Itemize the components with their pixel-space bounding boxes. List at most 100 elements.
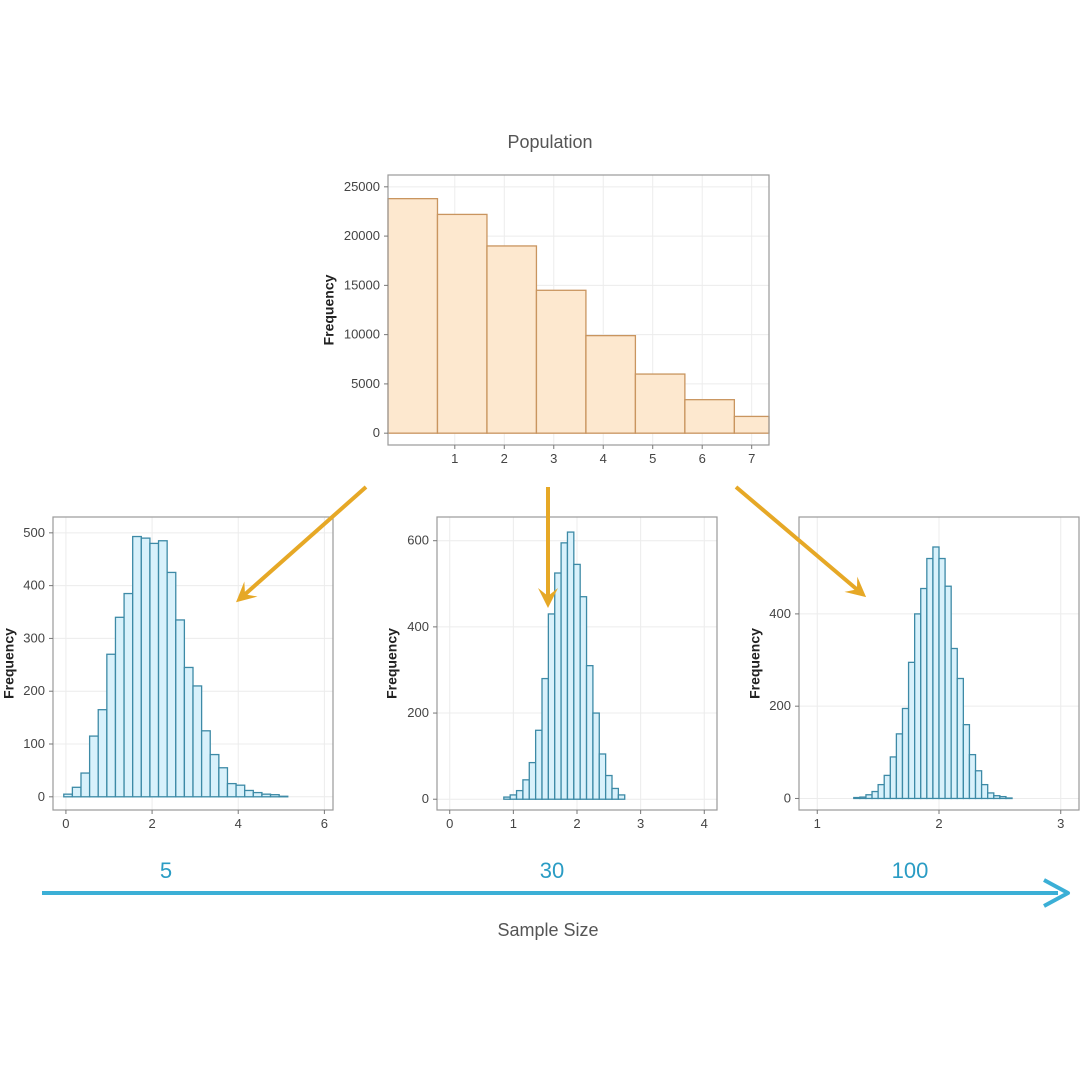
histogram-bar [938,557,946,800]
histogram-bar [993,795,1001,800]
histogram-bar [278,795,289,798]
histogram-bar [865,794,873,800]
y-axis-label: Frequency [1,628,17,699]
sample-size-axis-title: Sample Size [497,920,599,940]
histogram-bar [535,289,587,434]
histogram-bar [907,661,916,800]
histogram-bar [883,774,891,800]
histogram-bar [926,557,934,800]
histogram-bar [585,665,594,800]
plot-border [52,516,334,811]
histogram-bar [598,753,607,800]
histogram-bar [157,540,168,798]
histogram-bar [200,730,211,798]
histogram-bar [604,774,613,800]
histogram-bar [1005,797,1013,800]
histogram-bar [97,709,108,798]
sample-30-histogram: 0 1 2 3 4 0 200 400 600 Frequency [384,516,718,831]
histogram-bar [566,531,575,800]
x-tick-label: 5 [649,451,656,466]
y-tick-label: 200 [407,705,429,720]
sample-size-label-5: 5 [159,858,173,883]
histogram-bar [554,572,562,800]
histogram-bar [192,685,203,798]
histogram-bar [244,789,254,798]
histogram-bar [950,647,958,800]
histogram-bar [932,546,940,800]
histogram-bar [547,613,556,800]
histogram-bar [183,666,194,798]
x-tick-label: 1 [451,451,458,466]
histogram-bar [541,677,550,800]
histogram-bar [968,753,977,800]
histogram-bar [920,587,928,800]
histogram-bar [80,772,91,798]
histogram-bar [528,761,537,800]
x-tick-label: 1 [814,816,821,831]
x-tick-label: 4 [235,816,242,831]
histogram-bar [895,733,904,800]
y-tick-label: 400 [407,619,429,634]
y-tick-label: 10000 [344,327,380,342]
population-histogram: 1 2 3 4 5 6 7 0 5000 10000 15000 20000 25000 Frequenc… [321,174,770,466]
y-tick-label: 20000 [344,228,380,243]
histogram-bar [71,786,82,798]
histogram-bar [733,415,770,434]
x-tick-label: 3 [1057,816,1064,831]
y-tick-label: 25000 [344,179,380,194]
y-axis-label: Frequency [384,628,400,699]
histogram-bar [534,729,543,800]
histogram-bar [503,796,511,800]
sample-5-histogram: 0 2 4 6 0 100 200 300 400 500 Frequency [1,516,334,831]
histogram-bar [859,796,867,800]
histogram-bar [634,373,686,434]
histogram-bar [166,571,177,798]
histogram-bar [486,245,538,434]
histogram-bar [149,542,160,798]
y-axis-label: Frequency [321,274,337,345]
histogram-bar [617,794,626,800]
histogram-bar [175,619,186,798]
histogram-bar [980,783,989,800]
histogram-bar [132,535,142,798]
histogram-bar [560,542,569,800]
x-tick-label: 4 [600,451,607,466]
x-tick-label: 2 [935,816,942,831]
sample-size-label-100: 100 [891,858,929,883]
histogram-bar [114,616,125,798]
histogram-bar [974,770,983,800]
sample-size-label-30: 30 [539,858,565,883]
x-tick-label: 6 [321,816,328,831]
histogram-bar [889,756,898,800]
histogram-bar [209,753,220,798]
y-tick-label: 200 [769,698,791,713]
histogram-bar [106,653,117,798]
x-tick-label: 4 [701,816,708,831]
histogram-bar [63,793,74,798]
histogram-bar [235,784,246,798]
histogram-bar [999,795,1007,800]
x-tick-label: 6 [699,451,706,466]
histogram-bar [853,796,861,800]
y-tick-label: 400 [23,578,45,593]
histogram-bar [509,794,518,800]
x-tick-label: 2 [573,816,580,831]
histogram-bar [261,793,272,798]
population-title: Population [507,132,593,152]
y-tick-label: 100 [23,736,45,751]
histogram-bar [140,537,151,798]
arrow-to-sample-5 [236,485,368,603]
histogram-bar [592,712,600,800]
histogram-bar [252,791,263,798]
histogram-bar [218,767,229,798]
x-tick-label: 3 [550,451,557,466]
y-tick-label: 400 [769,606,791,621]
x-tick-label: 0 [62,816,69,831]
histogram-bar [914,613,922,800]
y-tick-label: 200 [23,683,45,698]
histogram-bar [987,792,995,800]
x-tick-label: 2 [148,816,155,831]
histogram-bar [573,563,581,800]
histogram-bar [436,213,488,434]
